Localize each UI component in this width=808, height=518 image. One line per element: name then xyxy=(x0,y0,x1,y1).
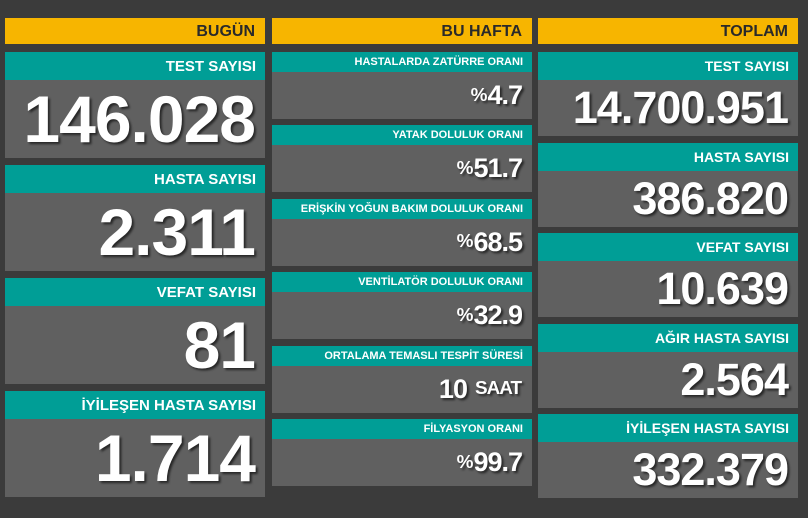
stat-value-box: 146.028 xyxy=(5,80,265,158)
stat-value: 99.7 xyxy=(473,447,523,477)
value-prefix: % xyxy=(456,157,474,179)
stat-label: TEST SAYISI xyxy=(538,52,798,80)
stat-card: VENTİLATÖR DOLULUK ORANI% 32.9 xyxy=(272,272,532,340)
stat-value: 32.9 xyxy=(473,300,523,331)
stat-label: İYİLEŞEN HASTA SAYISI xyxy=(538,414,798,442)
stat-value: 68.5 xyxy=(473,226,523,257)
stat-label: HASTALARDA ZATÜRRE ORANI xyxy=(272,52,532,72)
stat-card: VEFAT SAYISI 81 xyxy=(5,278,265,384)
stat-value-box: 81 xyxy=(5,306,265,384)
stat-value-box: 10.639 xyxy=(538,261,798,317)
stat-value: 1.714 xyxy=(94,421,256,495)
column: TOPLAM TEST SAYISI 14.700.951 HASTA SAYISI 3… xyxy=(538,18,798,498)
stat-value: 332.379 xyxy=(632,444,789,495)
stat-value: 14.700.951 xyxy=(572,82,789,133)
stat-card: HASTA SAYISI 2.311 xyxy=(5,165,265,271)
stat-label: VENTİLATÖR DOLULUK ORANI xyxy=(272,272,532,293)
stat-value: 146.028 xyxy=(23,82,256,156)
stat-value-box: % 4.7 xyxy=(272,72,532,119)
stat-label: HASTA SAYISI xyxy=(5,165,265,193)
stat-card: AĞIR HASTA SAYISI 2.564 xyxy=(538,323,798,408)
stat-label: TEST SAYISI xyxy=(5,52,265,80)
stat-value-box: 2.311 xyxy=(5,193,265,271)
stat-value: 4.7 xyxy=(487,80,523,110)
stat-card: ORTALAMA TEMASLI TESPİT SÜRESİ 10 SAAT xyxy=(272,345,532,413)
stat-value: 2.311 xyxy=(98,195,256,269)
value-unit: SAAT xyxy=(474,378,522,400)
stat-value-box: 2.564 xyxy=(538,351,798,408)
stat-value: 51.7 xyxy=(473,153,523,184)
stat-value-box: % 99.7 xyxy=(272,439,532,486)
stat-value: 2.564 xyxy=(680,353,789,405)
column-header: BU HAFTA xyxy=(272,18,532,44)
stat-value: 386.820 xyxy=(632,172,789,224)
column: BUGÜN TEST SAYISI 146.028 HASTA SAYISI 2.311… xyxy=(5,18,265,498)
stat-label: ORTALAMA TEMASLI TESPİT SÜRESİ xyxy=(272,345,532,366)
value-prefix: % xyxy=(456,304,474,326)
stat-value-box: 386.820 xyxy=(538,170,798,227)
stat-value-box: % 51.7 xyxy=(272,145,532,193)
stat-label: VEFAT SAYISI xyxy=(538,233,798,261)
stat-value-box: 332.379 xyxy=(538,442,798,498)
stat-card: İYİLEŞEN HASTA SAYISI 332.379 xyxy=(538,414,798,498)
stat-value-box: 14.700.951 xyxy=(538,80,798,136)
stat-label: YATAK DOLULUK ORANI xyxy=(272,125,532,146)
stat-value-box: 1.714 xyxy=(5,419,265,497)
value-prefix: % xyxy=(470,84,488,106)
stat-value: 10.639 xyxy=(656,263,789,314)
stat-value: 81 xyxy=(183,308,256,382)
stat-label: VEFAT SAYISI xyxy=(5,278,265,306)
stat-card: ERİŞKİN YOĞUN BAKIM DOLULUK ORANI% 68.5 xyxy=(272,198,532,266)
stat-card: YATAK DOLULUK ORANI% 51.7 xyxy=(272,125,532,193)
value-prefix: % xyxy=(456,231,474,253)
stat-label: ERİŞKİN YOĞUN BAKIM DOLULUK ORANI xyxy=(272,198,532,219)
stat-label: İYİLEŞEN HASTA SAYISI xyxy=(5,391,265,419)
stat-value: 10 xyxy=(438,373,468,404)
stat-value-box: % 32.9 xyxy=(272,292,532,340)
stat-value-box: 10 SAAT xyxy=(272,365,532,413)
stat-card: FİLYASYON ORANI% 99.7 xyxy=(272,419,532,486)
stat-label: FİLYASYON ORANI xyxy=(272,419,532,439)
stat-label: HASTA SAYISI xyxy=(538,142,798,171)
stat-card: TEST SAYISI 14.700.951 xyxy=(538,52,798,136)
column-header: BUGÜN xyxy=(5,18,265,44)
column-header: TOPLAM xyxy=(538,18,798,44)
stat-value-box: % 68.5 xyxy=(272,218,532,266)
stat-card: TEST SAYISI 146.028 xyxy=(5,52,265,158)
stat-card: HASTALARDA ZATÜRRE ORANI% 4.7 xyxy=(272,52,532,119)
value-prefix: % xyxy=(456,451,474,473)
stat-card: VEFAT SAYISI 10.639 xyxy=(538,233,798,317)
stat-label: AĞIR HASTA SAYISI xyxy=(538,323,798,352)
stat-card: HASTA SAYISI 386.820 xyxy=(538,142,798,227)
column: BU HAFTA HASTALARDA ZATÜRRE ORANI% 4.7 YATA… xyxy=(272,18,532,498)
stat-card: İYİLEŞEN HASTA SAYISI 1.714 xyxy=(5,391,265,497)
